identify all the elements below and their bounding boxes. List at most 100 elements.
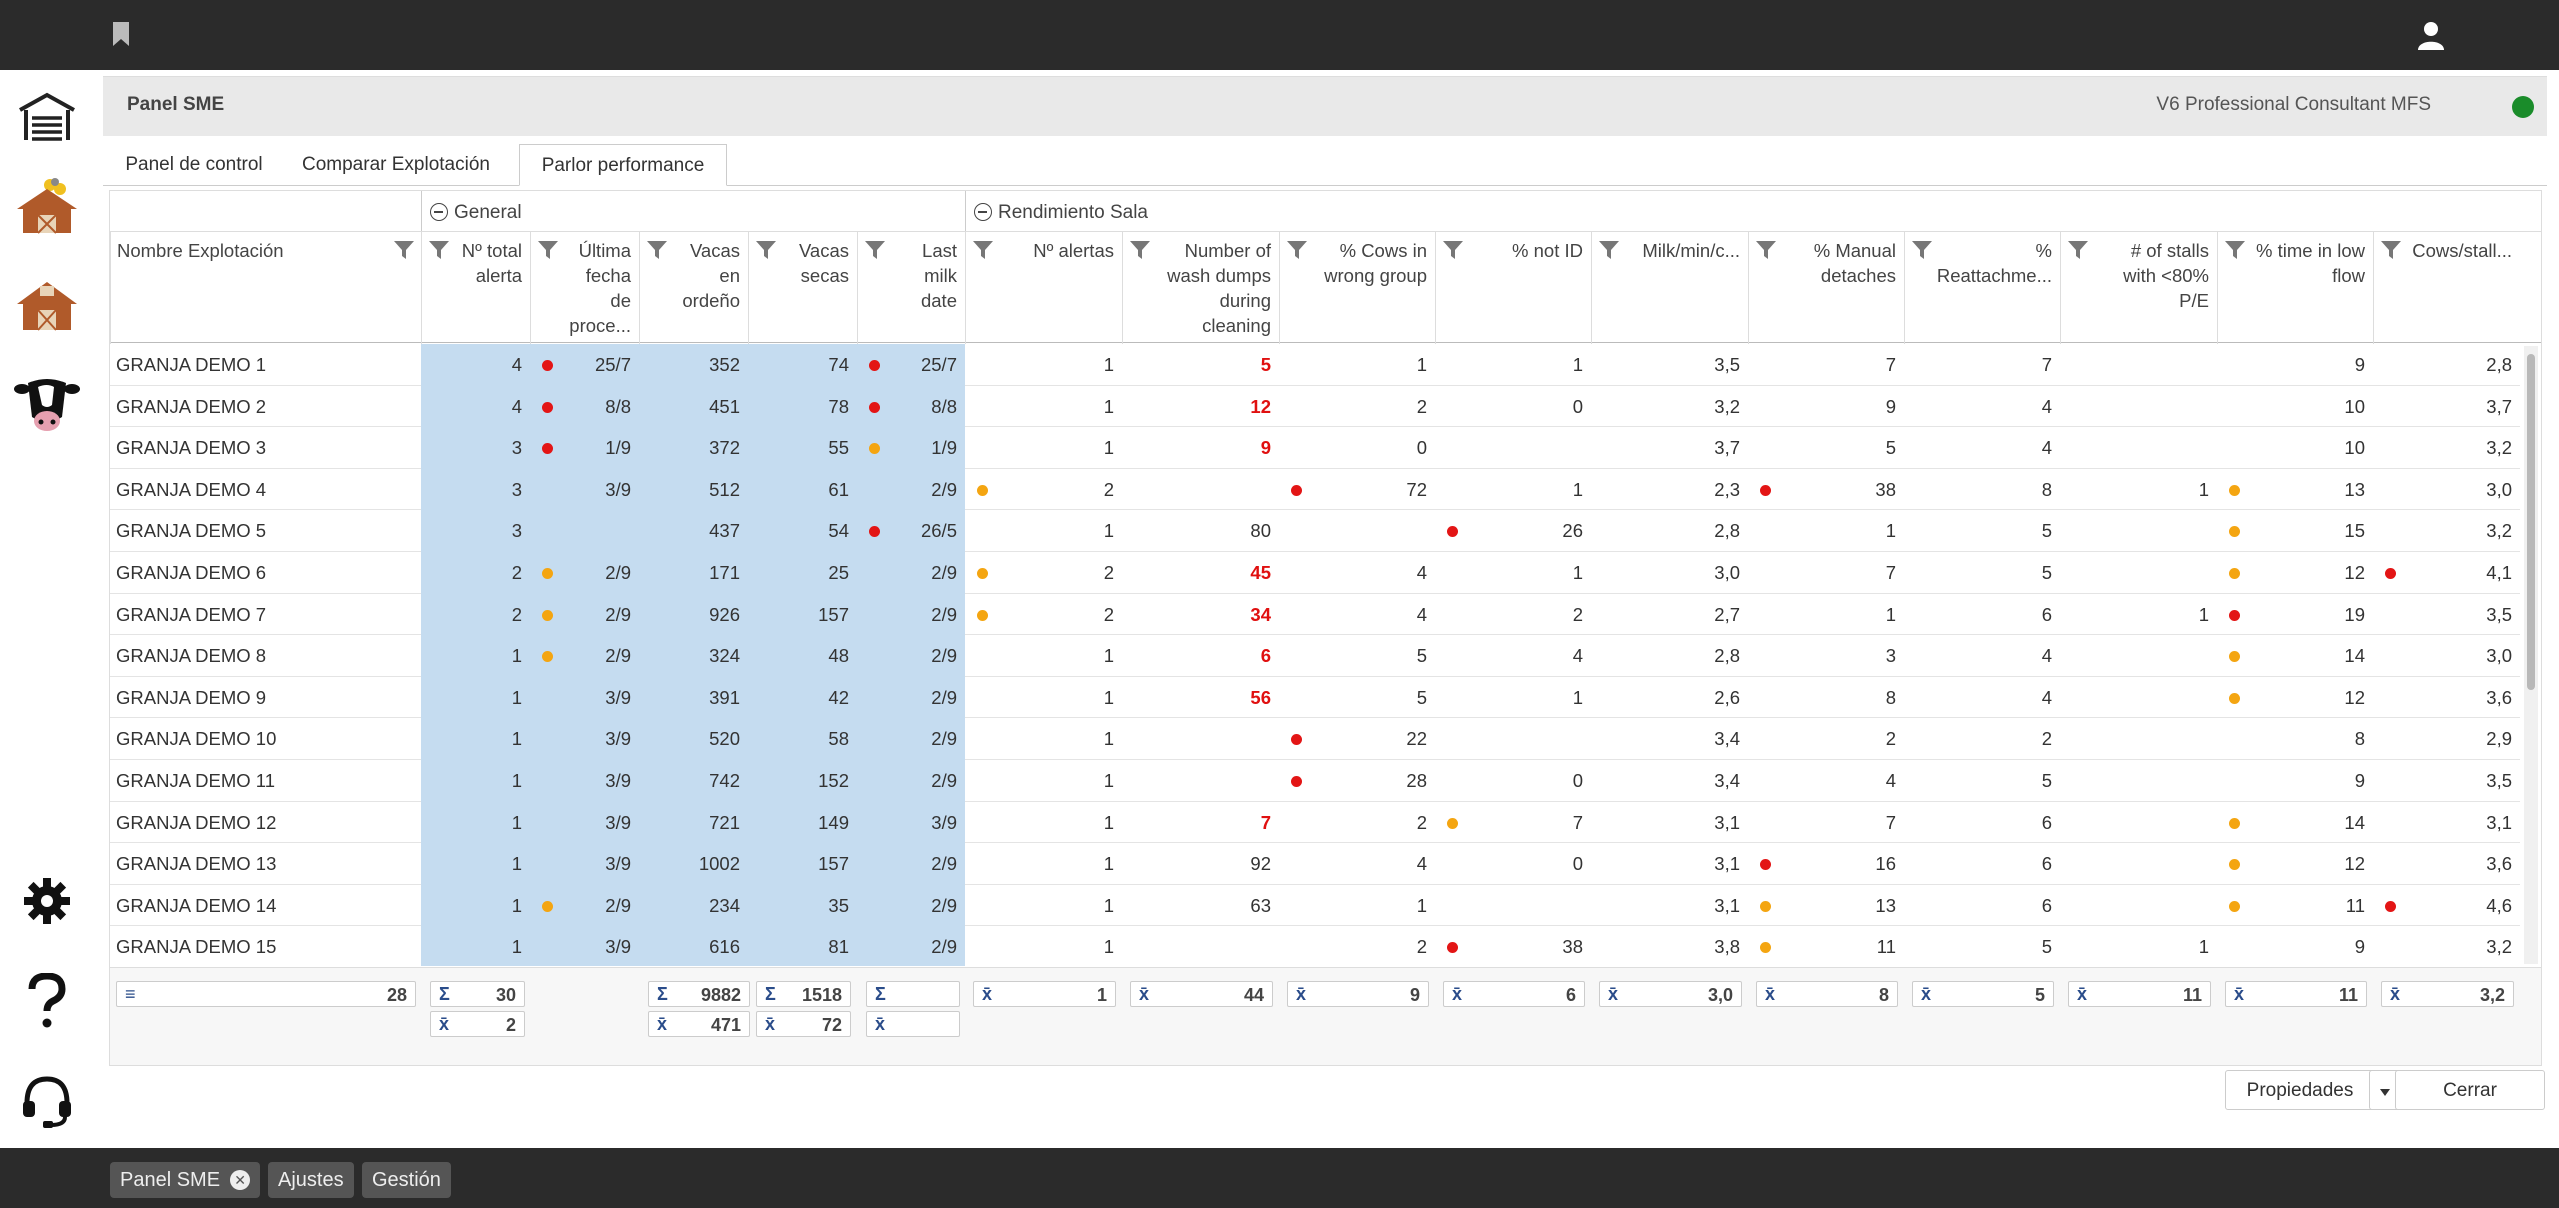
column-header-total-alerts[interactable]: Nº total alerta	[421, 232, 530, 344]
user-icon[interactable]	[2416, 20, 2446, 50]
aggregate-value: 3,2	[2479, 985, 2505, 1005]
table-row[interactable]: GRANJA DEMO 15 1 3/9 616 81 2/9 1 2 38 3,8 11 5 1 9 3,…	[110, 926, 2520, 966]
group-general[interactable]: General	[421, 191, 965, 231]
wrong-group-cell: 4	[1416, 562, 1427, 583]
aggregate-value: 471	[710, 1015, 741, 1035]
wash-dumps-cell: 63	[1250, 894, 1271, 916]
column-header-label: Milk/min/c...	[1642, 240, 1740, 261]
tab-parlor-performance[interactable]: Parlor performance	[519, 144, 727, 186]
column-header-not-id[interactable]: % not ID	[1435, 232, 1591, 344]
table-row[interactable]: GRANJA DEMO 1 4 25/7 352 74 25/7 1 5 1 1 3,5 7 7 9 2,8	[110, 344, 2520, 386]
filter-icon[interactable]	[537, 240, 559, 260]
milk-min-cell: 3,1	[1714, 811, 1740, 833]
table-row[interactable]: GRANJA DEMO 5 3 437 54 26/5 1 80 26 2,8 1 5 15 3,2	[110, 510, 2520, 552]
table-row[interactable]: GRANJA DEMO 10 1 3/9 520 58 2/9 1 22 3,4 2 2 8 2,9	[110, 718, 2520, 760]
column-header-wrong-group[interactable]: % Cows in wrong group	[1279, 232, 1435, 344]
filter-icon[interactable]	[1911, 240, 1933, 260]
bottom-tab-panel-sme[interactable]: Panel SME ✕	[110, 1162, 261, 1198]
collapse-icon[interactable]	[430, 203, 448, 221]
column-header-dry-cows[interactable]: Vacas secas	[748, 232, 857, 344]
filter-icon[interactable]	[972, 240, 994, 260]
column-header-reattach[interactable]: % Reattachme...	[1904, 232, 2060, 344]
red-alert-dot	[1291, 734, 1302, 746]
farm-name-cell: GRANJA DEMO 8	[116, 645, 267, 667]
filter-icon[interactable]	[1286, 240, 1308, 260]
filter-icon[interactable]	[428, 240, 450, 260]
tab-comparar-explotacion[interactable]: Comparar Explotación	[302, 154, 490, 175]
alerts-cell: 1	[1103, 811, 1114, 833]
scrollbar-thumb[interactable]	[2527, 354, 2535, 690]
wash-dumps-cell: 80	[1250, 520, 1271, 542]
filter-icon[interactable]	[646, 240, 668, 260]
column-header-last-milk[interactable]: Last milk date	[857, 232, 965, 344]
total-alerts-cell: 1	[421, 718, 530, 760]
help-icon[interactable]	[12, 966, 82, 1036]
close-button[interactable]: Cerrar	[2395, 1070, 2545, 1110]
gear-icon[interactable]	[12, 866, 82, 936]
last-process-cell: 25/7	[530, 344, 639, 386]
table-row[interactable]: GRANJA DEMO 3 3 1/9 372 55 1/9 1 9 0 3,7 5 4 10 3,2	[110, 427, 2520, 469]
close-icon[interactable]: ✕	[230, 1170, 251, 1190]
column-header-low-flow[interactable]: % time in low flow	[2217, 232, 2373, 344]
last-milk-cell: 2/9	[857, 843, 965, 885]
alerts-cell: 1	[1103, 894, 1114, 916]
filter-icon[interactable]	[2224, 240, 2246, 260]
group-rendimiento-sala[interactable]: Rendimiento Sala	[965, 191, 2541, 231]
farm-name-cell: GRANJA DEMO 14	[116, 894, 277, 916]
last-milk-cell: 2/9	[857, 676, 965, 719]
filter-icon[interactable]	[1598, 240, 1620, 260]
bottom-tab-ajustes[interactable]: Ajustes	[268, 1162, 354, 1198]
column-header-wash-dumps[interactable]: Number of wash dumps during cleaning	[1122, 232, 1279, 344]
cows-stall-cell: 3,7	[2486, 395, 2512, 417]
table-row[interactable]: GRANJA DEMO 13 1 3/9 1002 157 2/9 1 92 4 0 3,1 16 6 1…	[110, 843, 2520, 885]
table-row[interactable]: GRANJA DEMO 2 4 8/8 451 78 8/8 1 12 2 0 3,2 9 4 10 3,7	[110, 385, 2520, 428]
filter-icon[interactable]	[1755, 240, 1777, 260]
status-indicator	[2512, 96, 2534, 118]
farm-name-cell: GRANJA DEMO 11	[116, 770, 276, 791]
table-row[interactable]: GRANJA DEMO 12 1 3/9 721 149 3/9 1 7 2 7 3,1 7 6 14 3,…	[110, 801, 2520, 844]
table-row[interactable]: GRANJA DEMO 8 1 2/9 324 48 2/9 1 6 5 4 2,8 3 4 14 3,0	[110, 635, 2520, 677]
column-header-milking-cows[interactable]: Vacas en ordeño	[639, 232, 748, 344]
column-header-cows-stall[interactable]: Cows/stall...	[2373, 232, 2520, 344]
column-header-stalls[interactable]: # of stalls with <80% P/E	[2060, 232, 2217, 344]
farm-group-icon[interactable]	[12, 170, 82, 240]
column-header-alerts[interactable]: Nº alertas	[965, 232, 1122, 344]
tab-panel-de-control[interactable]: Panel de control	[125, 154, 263, 175]
bookmark-icon[interactable]	[112, 22, 130, 46]
farm-icon[interactable]	[12, 270, 82, 340]
filter-icon[interactable]	[864, 240, 886, 260]
bottom-tab-label: Panel SME	[120, 1168, 221, 1191]
table-row[interactable]: GRANJA DEMO 7 2 2/9 926 157 2/9 2 34 4 2 2,7 1 6 1 19 3…	[110, 593, 2520, 636]
dry-cows-cell: 74	[748, 344, 857, 386]
average-aggregate: x̄	[866, 1011, 960, 1037]
filter-icon[interactable]	[1129, 240, 1151, 260]
table-row[interactable]: GRANJA DEMO 9 1 3/9 391 42 2/9 1 56 5 1 2,6 8 4 12 3,6	[110, 676, 2520, 719]
filter-icon[interactable]	[393, 240, 415, 260]
properties-button[interactable]: Propiedades	[2225, 1070, 2375, 1110]
column-header-manual-detaches[interactable]: % Manual detaches	[1748, 232, 1904, 344]
table-row[interactable]: GRANJA DEMO 11 1 3/9 742 152 2/9 1 28 0 3,4 4 5 9 3,5	[110, 760, 2520, 802]
column-header-name[interactable]: Nombre Explotación	[110, 232, 421, 344]
filter-icon[interactable]	[755, 240, 777, 260]
table-row[interactable]: GRANJA DEMO 6 2 2/9 171 25 2/9 2 45 4 1 3,0 7 5 12 4,1	[110, 552, 2520, 594]
cow-icon[interactable]	[12, 370, 82, 440]
vertical-scrollbar[interactable]	[2524, 346, 2538, 964]
column-header-last-process[interactable]: Última fecha de proce...	[530, 232, 639, 344]
filter-icon[interactable]	[1442, 240, 1464, 260]
total-alerts-cell: 1	[421, 760, 530, 802]
table-row[interactable]: GRANJA DEMO 4 3 3/9 512 61 2/9 2 72 1 2,3 38 8 1 13 3,…	[110, 468, 2520, 511]
manual-detaches-cell: 7	[1885, 354, 1896, 375]
manual-detaches-cell: 1	[1885, 520, 1896, 542]
bottom-tab-gestion[interactable]: Gestión	[362, 1162, 451, 1198]
manual-detaches-cell: 38	[1748, 469, 1904, 511]
filter-icon[interactable]	[2067, 240, 2089, 260]
alerts-cell: 1	[1103, 728, 1114, 750]
table-row[interactable]: GRANJA DEMO 14 1 2/9 234 35 2/9 1 63 1 3,1 13 6 11 4,…	[110, 884, 2520, 927]
barn-icon[interactable]	[12, 82, 82, 152]
support-headset-icon[interactable]	[12, 1066, 82, 1136]
collapse-icon[interactable]	[974, 203, 992, 221]
column-header-milk-min[interactable]: Milk/min/c...	[1591, 232, 1748, 344]
not-id-cell	[1435, 427, 1591, 469]
average-icon: x̄	[1921, 984, 1932, 1004]
filter-icon[interactable]	[2380, 240, 2402, 260]
